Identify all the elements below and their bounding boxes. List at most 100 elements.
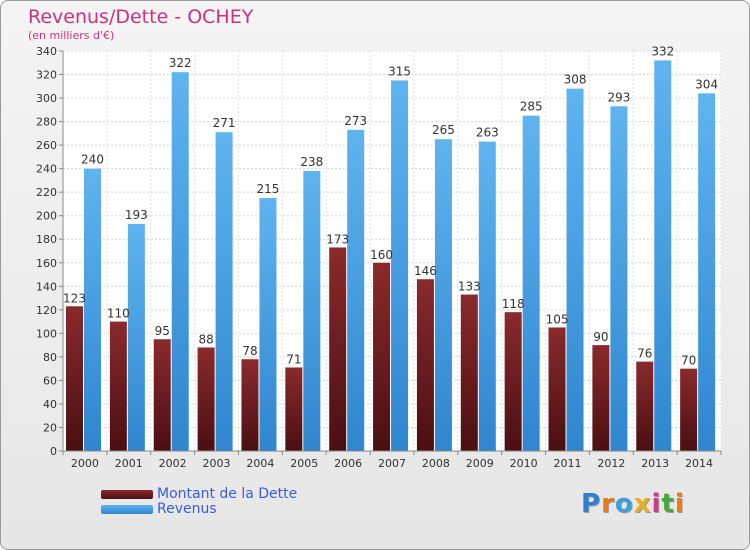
x-tick-label: 2002 [159,457,187,470]
chart-subtitle: (en milliers d'€) [28,29,115,42]
y-tick-label: 260 [36,139,57,152]
bar-dette [285,367,303,451]
x-tick-label: 2013 [641,457,669,470]
bar-revenus [127,223,145,451]
y-tick-label: 320 [36,69,57,82]
y-tick-label: 60 [43,374,57,387]
data-label-dette: 71 [286,352,301,366]
data-label-dette: 123 [63,291,86,305]
y-tick-label: 240 [36,163,57,176]
y-tick-label: 340 [36,45,57,58]
y-tick-label: 200 [36,210,57,223]
bar-revenus [391,80,409,451]
data-label-revenus: 240 [81,153,104,167]
legend-label-debt: Montant de la Dette [157,486,298,502]
bar-revenus [215,132,233,452]
x-tick-label: 2012 [597,457,625,470]
legend-swatch-debt [101,490,153,499]
data-label-dette: 173 [326,232,349,246]
data-label-revenus: 238 [300,155,323,169]
bar-revenus [434,139,452,451]
data-label-revenus: 322 [169,56,192,70]
bar-dette [329,247,347,451]
y-tick-label: 140 [36,280,57,293]
legend-label-revenus: Revenus [157,501,217,517]
bar-layer [66,60,716,452]
data-label-revenus: 215 [257,182,280,196]
data-label-dette: 95 [155,324,170,338]
data-label-dette: 133 [458,280,481,294]
bar-revenus [347,129,365,451]
y-tick-label: 300 [36,92,57,105]
x-tick-label: 2007 [378,457,406,470]
bar-dette [592,345,610,451]
bar-revenus [610,106,628,451]
data-label-revenus: 263 [476,126,499,140]
bar-revenus [698,93,716,452]
data-label-dette: 146 [414,264,437,278]
data-label-revenus: 304 [695,77,718,91]
y-tick-label: 80 [43,351,57,364]
bar-dette [680,368,698,451]
label-layer: 123 240 110 193 95 322 88 271 78 215 71 238 173 273 16… [63,44,718,367]
x-tick-label: 2014 [685,457,713,470]
x-tick-label: 2003 [203,457,231,470]
data-label-dette: 78 [242,344,257,358]
data-label-revenus: 308 [564,73,587,87]
bar-revenus [654,60,672,451]
data-label-dette: 105 [546,312,569,326]
data-label-revenus: 271 [213,116,236,130]
proxiti-logo: Proxiti [581,489,685,519]
legend-swatch-revenus [101,505,153,514]
bar-dette [548,327,566,451]
bar-revenus [522,115,540,452]
y-tick-label: 280 [36,116,57,129]
data-label-revenus: 265 [432,123,455,137]
data-label-revenus: 193 [125,208,148,222]
data-label-revenus: 293 [607,90,630,104]
bar-dette [504,312,522,451]
bar-dette [636,361,654,451]
y-tick-label: 0 [50,445,57,458]
bar-dette [416,279,434,451]
y-tick-label: 120 [36,304,57,317]
y-tick-label: 180 [36,233,57,246]
x-tick-label: 2006 [334,457,362,470]
bar-dette [241,359,259,451]
y-tick-label: 20 [43,421,57,434]
bar-revenus [259,198,277,451]
y-tick-label: 220 [36,186,57,199]
bar-dette [197,347,215,451]
y-tick-label: 160 [36,257,57,270]
bar-revenus [303,171,321,451]
data-label-revenus: 273 [344,114,367,128]
bar-dette [109,321,127,451]
data-label-dette: 90 [593,330,608,344]
x-tick-label: 2000 [71,457,99,470]
axis-layer: 0 20 40 60 80 100 120 140 160 180 200 220 240 260 280 3… [36,45,722,470]
x-tick-label: 2005 [290,457,318,470]
data-label-revenus: 285 [520,100,543,114]
data-label-dette: 76 [637,347,652,361]
data-label-dette: 118 [502,297,525,311]
bar-dette [66,306,83,451]
y-tick-label: 100 [36,327,57,340]
data-label-dette: 110 [107,307,130,321]
data-label-revenus: 315 [388,64,411,78]
bar-dette [373,262,391,451]
bar-revenus [84,168,101,451]
bar-dette [460,294,478,451]
bar-revenus [478,141,496,451]
data-label-dette: 160 [370,248,393,262]
x-tick-label: 2004 [246,457,274,470]
chart-title: Revenus/Dette - OCHEY [28,6,254,28]
y-tick-label: 40 [43,398,57,411]
x-tick-label: 2011 [553,457,581,470]
bar-revenus [171,72,189,452]
x-tick-label: 2001 [115,457,143,470]
bar-revenus [566,88,584,451]
x-tick-label: 2009 [466,457,494,470]
data-label-revenus: 332 [651,44,674,58]
